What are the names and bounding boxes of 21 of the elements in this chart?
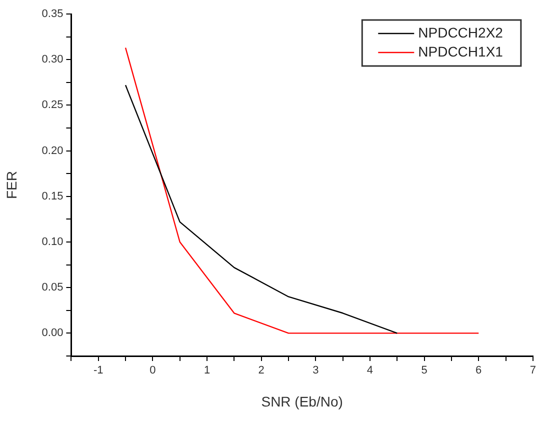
legend-label: NPDCCH1X1 (418, 43, 504, 60)
y-tick-label: 0.25 (42, 99, 64, 112)
x-axis-title: SNR (Eb/No) (261, 393, 343, 410)
y-tick-label: 0.35 (42, 8, 64, 20)
y-axis-title: FER (3, 171, 20, 199)
legend-label: NPDCCH2X2 (418, 24, 504, 40)
y-tick-label: 0.00 (42, 327, 64, 340)
x-tick-label: 1 (204, 364, 210, 377)
y-tick-label: 0.10 (42, 236, 64, 248)
x-tick-label: 5 (421, 364, 428, 377)
y-tick-label: 0.05 (42, 282, 64, 294)
x-tick-label: 0 (150, 364, 156, 377)
x-tick-label: 3 (312, 364, 319, 377)
x-tick-label: 6 (476, 364, 482, 377)
x-tick-label: 4 (366, 364, 374, 377)
x-tick-label: 2 (258, 364, 264, 377)
y-tick-label: 0.30 (42, 54, 64, 66)
y-tick-label: 0.15 (42, 190, 64, 202)
x-tick-label: 7 (530, 364, 536, 377)
y-tick-label: 0.20 (42, 144, 64, 157)
x-tick-label: -1 (93, 364, 104, 377)
